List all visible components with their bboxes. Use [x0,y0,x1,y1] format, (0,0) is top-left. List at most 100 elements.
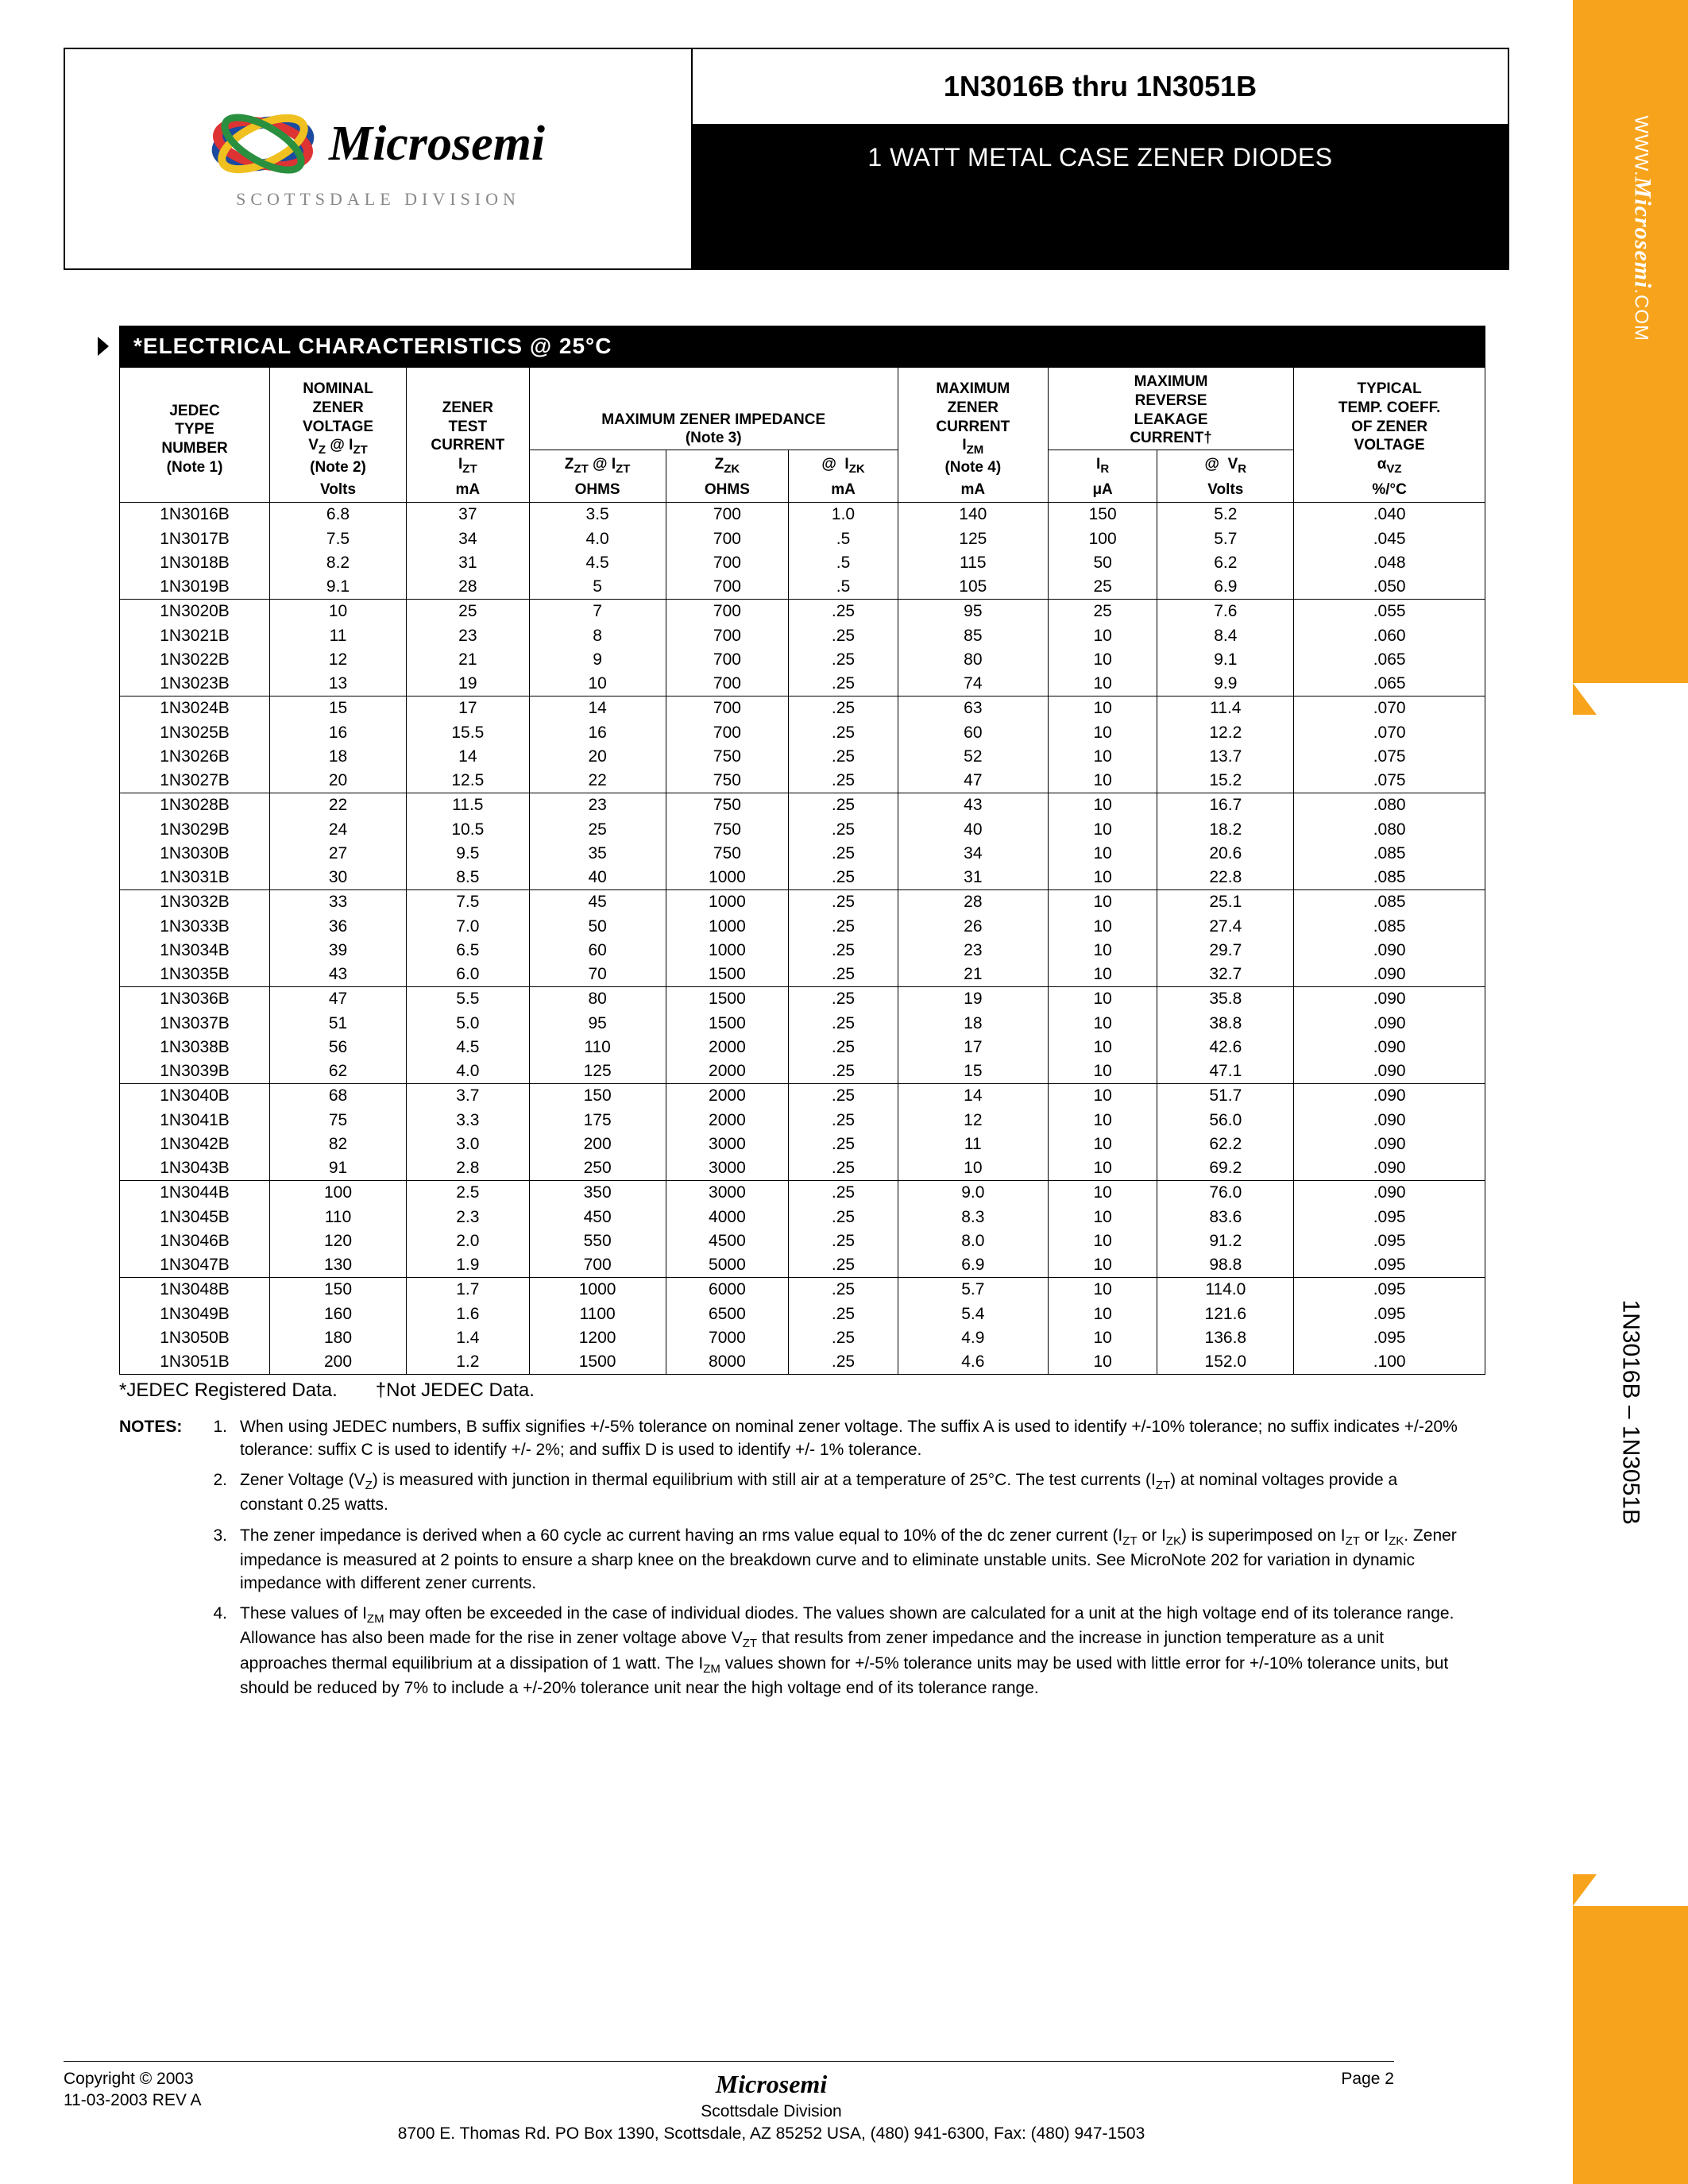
table-cell: 1N3050B [120,1326,270,1350]
table-cell: 115 [898,551,1048,575]
table-cell: .25 [789,1012,898,1036]
table-cell: .25 [789,939,898,963]
table-cell: .065 [1294,672,1485,696]
table-cell: 1N3040B [120,1084,270,1109]
table-cell: 200 [270,1350,407,1375]
table-cell: 5.4 [898,1302,1048,1326]
table-cell: 31 [406,551,529,575]
table-cell: 7 [529,600,666,624]
table-cell: 1N3031B [120,866,270,890]
table-cell: .25 [789,648,898,672]
table-cell: 9.0 [898,1181,1048,1206]
table-cell: 10 [1048,1133,1157,1156]
table-cell: 15 [898,1059,1048,1084]
table-cell: .090 [1294,1059,1485,1084]
table-row: 1N3027B2012.522750.25471015.2.075 [120,769,1485,793]
table-cell: .080 [1294,793,1485,818]
notes-label [119,1603,191,1700]
table-cell: 40 [898,818,1048,842]
th-unit: mA [898,479,1048,503]
table-cell: 98.8 [1157,1253,1294,1278]
table-cell: 51.7 [1157,1084,1294,1109]
side-url-prefix: WWW. [1631,115,1652,176]
table-cell: 10 [1048,1350,1157,1375]
table-cell: 56 [270,1036,407,1059]
table-cell: .090 [1294,1084,1485,1109]
table-cell: 8.0 [898,1229,1048,1253]
table-cell: 42.6 [1157,1036,1294,1059]
table-cell: 16 [529,721,666,745]
table-cell: 2.3 [406,1206,529,1229]
table-cell: .090 [1294,1012,1485,1036]
side-notch-bot [1573,1874,1688,1906]
table-cell: 39 [270,939,407,963]
table-cell: 3.7 [406,1084,529,1109]
table-cell: 63 [898,696,1048,721]
table-cell: 18 [270,745,407,769]
table-cell: 1N3043B [120,1156,270,1181]
table-cell: .25 [789,1253,898,1278]
table-cell: .095 [1294,1326,1485,1350]
table-cell: 1N3021B [120,624,270,648]
table-cell: 10 [1048,1253,1157,1278]
table-cell: 1N3016B [120,503,270,527]
table-cell: 1N3030B [120,842,270,866]
table-cell: .25 [789,1109,898,1133]
section-header-row: *ELECTRICAL CHARACTERISTICS @ 25°C [87,326,1485,367]
table-cell: .090 [1294,1181,1485,1206]
table-cell: 15.5 [406,721,529,745]
table-cell: 5.2 [1157,503,1294,527]
table-row: 1N3032B337.5451000.25281025.1.085 [120,890,1485,915]
table-cell: 10 [1048,1302,1157,1326]
table-cell: .25 [789,890,898,915]
table-cell: 62.2 [1157,1133,1294,1156]
table-cell: 3000 [666,1156,789,1181]
table-cell: 2000 [666,1109,789,1133]
table-cell: 10 [1048,1109,1157,1133]
table-cell: 6500 [666,1302,789,1326]
side-url: WWW.Microsemi.COM [1629,115,1656,341]
table-cell: 121.6 [1157,1302,1294,1326]
table-cell: 51 [270,1012,407,1036]
table-cell: 10 [1048,1059,1157,1084]
table-row: 1N3045B1102.34504000.258.31083.6.095 [120,1206,1485,1229]
table-cell: 180 [270,1326,407,1350]
table-cell: 12 [270,648,407,672]
table-cell: 76.0 [1157,1181,1294,1206]
table-row: 1N3041B753.31752000.25121056.0.090 [120,1109,1485,1133]
table-cell: 10 [1048,866,1157,890]
table-cell: 2000 [666,1036,789,1059]
table-cell: .095 [1294,1253,1485,1278]
table-cell: 1N3045B [120,1206,270,1229]
table-cell: 85 [898,624,1048,648]
table-cell: .075 [1294,769,1485,793]
table-cell: 1.0 [789,503,898,527]
table-cell: 23 [898,939,1048,963]
table-cell: 25 [406,600,529,624]
table-cell: 36 [270,915,407,939]
table-cell: .25 [789,624,898,648]
table-cell: .048 [1294,551,1485,575]
table-cell: .085 [1294,890,1485,915]
table-row: 1N3039B624.01252000.25151047.1.090 [120,1059,1485,1084]
table-row: 1N3016B6.8373.57001.01401505.2.040 [120,503,1485,527]
table-cell: 750 [666,769,789,793]
table-cell: 4.0 [406,1059,529,1084]
table-row: 1N3044B1002.53503000.259.01076.0.090 [120,1181,1485,1206]
table-cell: 700 [666,696,789,721]
table-cell: 35.8 [1157,987,1294,1012]
table-cell: .25 [789,1350,898,1375]
table-cell: 4.5 [406,1036,529,1059]
table-cell: 80 [529,987,666,1012]
table-cell: 100 [1048,527,1157,551]
table-cell: 24 [270,818,407,842]
table-cell: 1N3017B [120,527,270,551]
table-cell: 34 [406,527,529,551]
table-cell: 22.8 [1157,866,1294,890]
table-cell: 37 [406,503,529,527]
table-cell: 4500 [666,1229,789,1253]
table-cell: 3.3 [406,1109,529,1133]
table-row: 1N3019B9.1285700.5105256.9.050 [120,575,1485,600]
table-cell: 10 [1048,1278,1157,1302]
table-cell: .095 [1294,1229,1485,1253]
